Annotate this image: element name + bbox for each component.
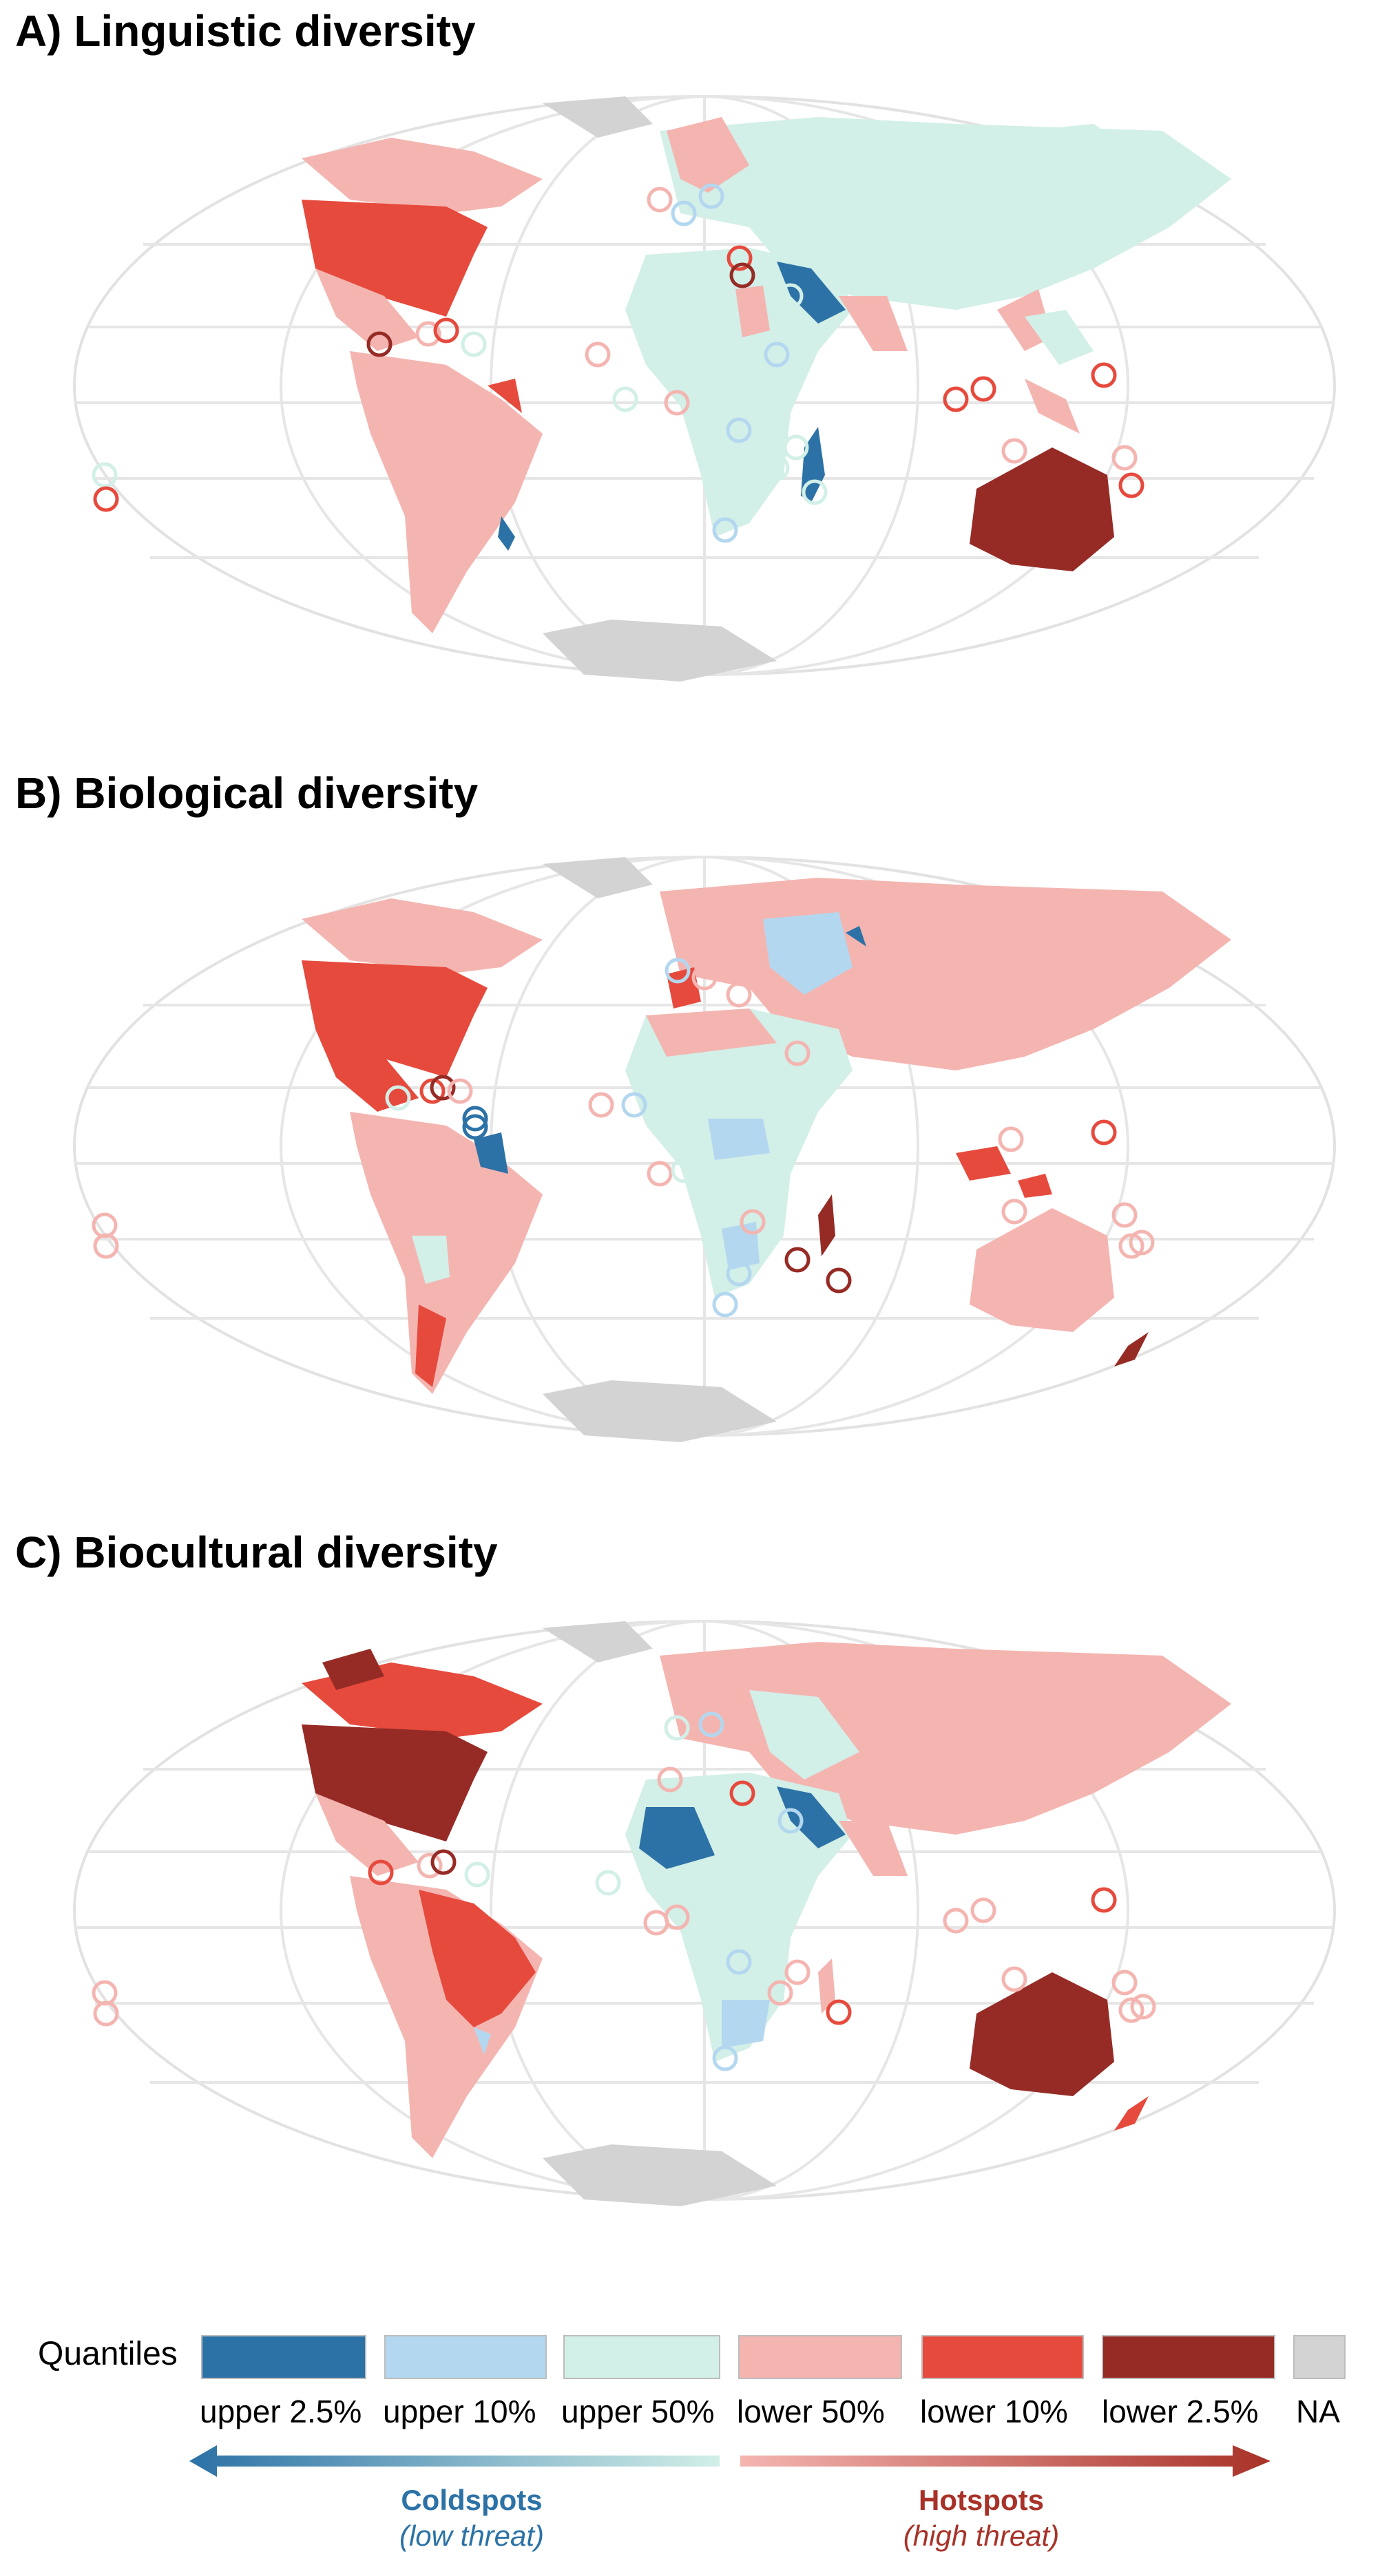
world-map-biocultural (73, 1620, 1336, 2206)
hotspots-label: Hotspots (919, 2484, 1044, 2516)
legend-swatch-upper-10 (384, 2335, 547, 2379)
legend-swatch-lower-50 (738, 2335, 902, 2379)
legend-label-upper-10: upper 10% (383, 2394, 536, 2429)
coldspot-arrow (189, 2445, 720, 2477)
panel-title-a: A) Linguistic diversity (15, 6, 476, 56)
legend-label-upper-50: upper 50% (561, 2394, 715, 2429)
world-map-linguistic (73, 95, 1336, 682)
legend-label-lower-50: lower 50% (737, 2394, 885, 2429)
legend-label-upper-2-5: upper 2.5% (200, 2394, 362, 2429)
legend-swatch-lower-2-5 (1102, 2335, 1275, 2379)
coldspots-label: Coldspots (401, 2484, 543, 2516)
legend-label-na: NA (1296, 2394, 1340, 2429)
legend-swatch-na (1293, 2335, 1346, 2379)
legend-title: Quantiles (38, 2336, 178, 2372)
legend-label-lower-10: lower 10% (920, 2394, 1068, 2429)
world-map-biological (73, 856, 1336, 1442)
hotspots-subtitle: (high threat) (903, 2520, 1060, 2552)
legend-swatch-upper-50 (563, 2335, 720, 2379)
hotspot-arrow (740, 2445, 1271, 2477)
legend-swatch-upper-2-5 (201, 2335, 366, 2379)
threat-gradient-arrows (189, 2445, 1271, 2477)
legend-label-lower-2-5: lower 2.5% (1102, 2394, 1259, 2429)
panel-title-c: C) Biocultural diversity (15, 1528, 498, 1577)
legend-swatch-lower-10 (921, 2335, 1084, 2379)
panel-title-b: B) Biological diversity (15, 768, 479, 818)
coldspots-subtitle: (low threat) (399, 2520, 545, 2552)
